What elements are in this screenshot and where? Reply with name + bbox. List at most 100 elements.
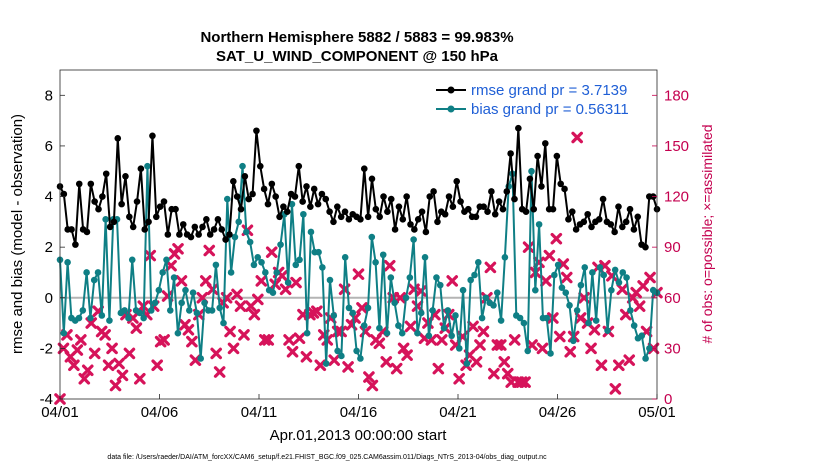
- obs-marker: [519, 376, 531, 388]
- bias-point: [482, 294, 490, 302]
- obs-marker: [467, 320, 479, 333]
- y2-tick-label: 120: [664, 189, 689, 206]
- y2-tick-label: 30: [664, 340, 681, 357]
- rmse-point: [480, 203, 487, 210]
- rmse-point: [611, 228, 618, 236]
- rmse-point: [507, 150, 514, 157]
- bias-point: [372, 259, 379, 266]
- obs-marker: [432, 362, 445, 375]
- bias-point: [627, 307, 634, 314]
- rmse-point: [68, 226, 75, 233]
- obs-marker: [488, 367, 500, 380]
- rmse-point: [152, 213, 160, 221]
- bias-point: [288, 200, 296, 208]
- rmse-point: [341, 208, 349, 216]
- rmse-point: [441, 210, 449, 218]
- rmse-point: [360, 165, 368, 172]
- rmse-point: [264, 200, 272, 208]
- obs-marker: [623, 354, 636, 366]
- rmse-point: [253, 127, 260, 135]
- rmse-point: [118, 200, 125, 208]
- y2-tick-label: 90: [664, 239, 681, 256]
- rmse-point: [141, 226, 149, 233]
- bias-point: [444, 307, 452, 314]
- rmse-point: [95, 205, 102, 213]
- bias-point: [163, 256, 170, 264]
- rmse-point: [129, 223, 137, 231]
- rmse-point: [368, 175, 376, 183]
- rmse-point: [503, 188, 511, 195]
- bias-point: [360, 322, 368, 329]
- rmse-point: [634, 213, 642, 221]
- obs-marker: [123, 347, 136, 360]
- x-axis-label: Apr.01,2013 00:00:00 start: [270, 427, 448, 444]
- rmse-point: [542, 140, 549, 147]
- obs-marker: [366, 379, 379, 392]
- rmse-point: [160, 198, 168, 205]
- bias-point: [185, 307, 193, 314]
- bias-point: [262, 269, 269, 276]
- obs-marker: [75, 334, 87, 346]
- obs-marker: [571, 131, 583, 144]
- bias-point: [307, 228, 315, 236]
- obs-marker: [540, 275, 552, 287]
- rmse-point: [133, 198, 141, 205]
- rmse-point: [445, 193, 453, 200]
- obs-marker: [477, 325, 490, 338]
- obs-marker: [484, 261, 497, 274]
- bias-point: [398, 329, 406, 337]
- bias-point: [490, 302, 497, 309]
- rmse-point: [565, 216, 572, 223]
- bias-point: [585, 319, 592, 327]
- bias-point: [410, 236, 417, 243]
- bias-point: [60, 329, 68, 337]
- rmse-point: [203, 216, 210, 223]
- bias-point: [250, 261, 258, 269]
- rmse-point: [99, 193, 106, 200]
- bias-point: [535, 221, 543, 228]
- bias-point: [151, 299, 159, 307]
- bias-point: [630, 322, 638, 329]
- obs-marker: [404, 320, 417, 333]
- rmse-point: [87, 180, 95, 188]
- rmse-series-group: [56, 124, 661, 251]
- obs-marker: [252, 293, 264, 306]
- bias-point: [349, 309, 357, 317]
- rmse-point: [91, 198, 98, 205]
- obs-marker: [286, 345, 299, 358]
- rmse-point: [303, 183, 310, 190]
- bias-point: [638, 332, 646, 340]
- bias-point: [166, 307, 174, 314]
- bias-point: [425, 332, 433, 340]
- legend-bias-marker: [447, 105, 455, 113]
- bias-point: [182, 286, 189, 294]
- bias-point: [300, 210, 307, 218]
- bias-point: [296, 256, 303, 264]
- rmse-point: [226, 231, 233, 238]
- footer-data-file: data file: /Users/raeder/DAI/ATM_forcXX/…: [107, 454, 547, 461]
- obs-marker: [113, 357, 125, 370]
- rmse-point: [291, 193, 299, 200]
- bias-point: [239, 162, 246, 170]
- rmse-point: [522, 208, 530, 216]
- rmse-point: [72, 241, 79, 248]
- bias-point: [497, 317, 505, 324]
- bias-point: [623, 274, 630, 281]
- bias-point: [322, 360, 330, 367]
- bias-point: [474, 259, 482, 266]
- rmse-point: [322, 195, 330, 203]
- bias-point: [570, 337, 577, 345]
- obs-marker: [311, 305, 323, 318]
- rmse-point: [580, 218, 588, 226]
- obs-marker: [227, 342, 240, 355]
- bias-point: [174, 329, 182, 337]
- bias-point: [231, 233, 239, 241]
- y-tick-label: 8: [45, 87, 53, 104]
- obs-marker: [501, 367, 514, 380]
- obs-marker: [356, 302, 368, 314]
- rmse-point: [214, 216, 222, 223]
- bias-point: [284, 279, 292, 286]
- y-tick-label: -4: [40, 391, 53, 408]
- bias-point: [106, 317, 113, 324]
- bias-point: [414, 329, 421, 337]
